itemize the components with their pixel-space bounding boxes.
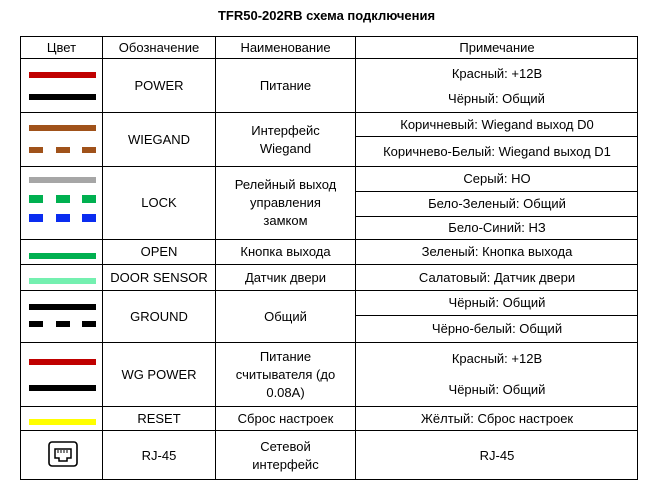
color-cell-wg-power <box>20 342 102 406</box>
name-lock: Релейный выход управления замком <box>215 166 355 239</box>
brown-wire <box>29 125 96 131</box>
note-lock-white-green: Бело-Зеленый: Общий <box>355 191 638 216</box>
black-white-wire-seg <box>56 321 70 327</box>
color-cell-door-sensor <box>20 264 102 290</box>
header-name: Наименование <box>215 36 355 58</box>
designation-door-sensor: DOOR SENSOR <box>102 264 215 290</box>
note-open: Зеленый: Кнопка выхода <box>355 239 638 264</box>
designation-ground: GROUND <box>102 290 215 342</box>
note-lock-gray: Серый: НО <box>355 166 638 191</box>
designation-power: POWER <box>102 58 215 112</box>
note-wg-power-red: Красный: +12В <box>355 342 638 374</box>
name-ground: Общий <box>215 290 355 342</box>
note-ground-black: Чёрный: Общий <box>355 290 638 315</box>
note-door-sensor: Салатовый: Датчик двери <box>355 264 638 290</box>
black-wire <box>29 385 96 391</box>
header-note: Примечание <box>355 36 638 58</box>
note-wiegand-d1: Коричнево-Белый: Wiegand выход D1 <box>355 136 638 166</box>
name-wg-power: Питание считывателя (до 0.08А) <box>215 342 355 406</box>
header-designation: Обозначение <box>102 36 215 58</box>
name-door-sensor: Датчик двери <box>215 264 355 290</box>
color-cell-lock <box>20 166 102 239</box>
designation-rj45: RJ-45 <box>102 430 215 480</box>
black-white-wire-seg <box>29 321 43 327</box>
name-open: Кнопка выхода <box>215 239 355 264</box>
green-wire <box>29 253 96 259</box>
light-green-wire <box>29 278 96 284</box>
note-rj45: RJ-45 <box>355 430 638 480</box>
header-color: Цвет <box>20 36 102 58</box>
color-cell-rj45 <box>20 430 102 480</box>
note-ground-black-white: Чёрно-белый: Общий <box>355 315 638 342</box>
note-power-red: Красный: +12В <box>355 58 638 112</box>
note-lock-white-blue: Бело-Синий: НЗ <box>355 216 638 239</box>
brown-white-wire-seg <box>56 147 70 153</box>
white-blue-wire-seg <box>29 214 43 222</box>
color-cell-ground <box>20 290 102 342</box>
black-wire <box>29 304 96 310</box>
white-blue-wire-seg <box>56 214 70 222</box>
designation-lock: LOCK <box>102 166 215 239</box>
wiring-table: Цвет Обозначение Наименование Примечание… <box>20 36 638 480</box>
black-wire <box>29 94 96 100</box>
page-title: TFR50-202RB схема подключения <box>217 8 436 23</box>
designation-wiegand: WIEGAND <box>102 112 215 166</box>
red-wire <box>29 359 96 365</box>
note-wg-power-black: Чёрный: Общий <box>355 374 638 406</box>
note-reset: Жёлтый: Сброс настроек <box>355 406 638 430</box>
ethernet-port-icon <box>48 441 78 467</box>
white-green-wire-seg <box>82 195 96 203</box>
white-blue-wire-seg <box>82 214 96 222</box>
name-power: Питание <box>215 58 355 112</box>
brown-white-wire-seg <box>29 147 43 153</box>
note-power-black: Чёрный: Общий <box>448 90 545 106</box>
color-cell-reset <box>20 406 102 430</box>
yellow-wire <box>29 419 96 425</box>
designation-open: OPEN <box>102 239 215 264</box>
red-wire <box>29 72 96 78</box>
color-cell-power <box>20 58 102 112</box>
name-reset: Сброс настроек <box>215 406 355 430</box>
note-power-stack: Чёрный: Общий <box>355 58 638 112</box>
color-cell-open <box>20 239 102 264</box>
designation-reset: RESET <box>102 406 215 430</box>
black-white-wire-seg <box>82 321 96 327</box>
brown-white-wire-seg <box>82 147 96 153</box>
name-wiegand: Интерфейс Wiegand <box>215 112 355 166</box>
note-wiegand-d0: Коричневый: Wiegand выход D0 <box>355 112 638 136</box>
white-green-wire-seg <box>56 195 70 203</box>
gray-wire <box>29 177 96 183</box>
name-rj45: Сетевой интерфейс <box>215 430 355 480</box>
white-green-wire-seg <box>29 195 43 203</box>
color-cell-wiegand <box>20 112 102 166</box>
designation-wg-power: WG POWER <box>102 342 215 406</box>
